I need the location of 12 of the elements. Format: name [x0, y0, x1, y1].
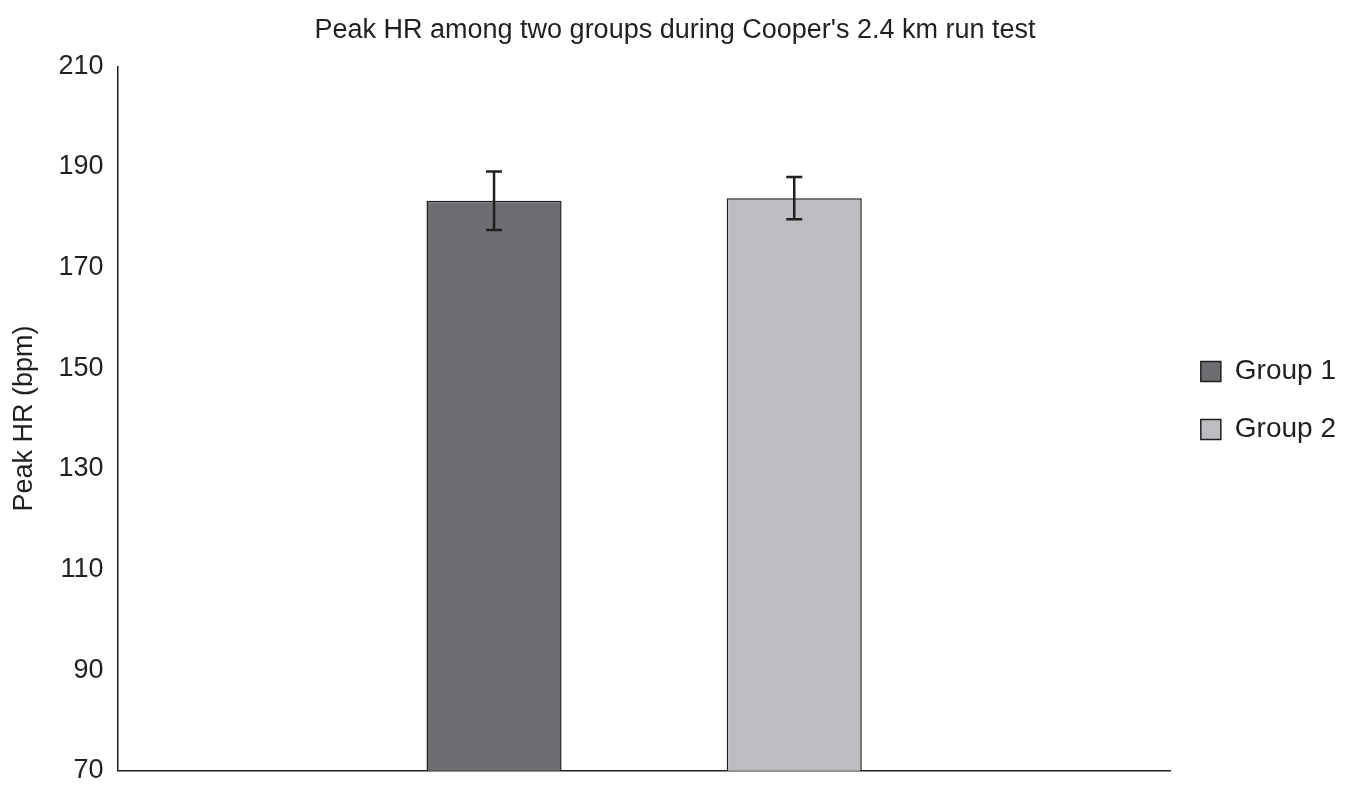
y-tick-label: 110	[60, 553, 104, 583]
y-axis-title: Peak HR (bpm)	[7, 325, 38, 512]
y-tick-label: 170	[58, 251, 104, 282]
legend-label: Group 2	[1234, 412, 1336, 444]
chart-title: Peak HR among two groups during Cooper's 2.4 km run test	[314, 13, 1036, 44]
y-tick-label: 150	[58, 351, 104, 382]
y-tick-label: 130	[58, 452, 104, 483]
legend-label: Group 1	[1234, 354, 1336, 386]
y-tick-label: 90	[73, 653, 104, 684]
y-tick-label: 210	[58, 49, 104, 80]
y-tick-label: 70	[73, 754, 104, 785]
y-tick-label: 190	[58, 150, 104, 181]
